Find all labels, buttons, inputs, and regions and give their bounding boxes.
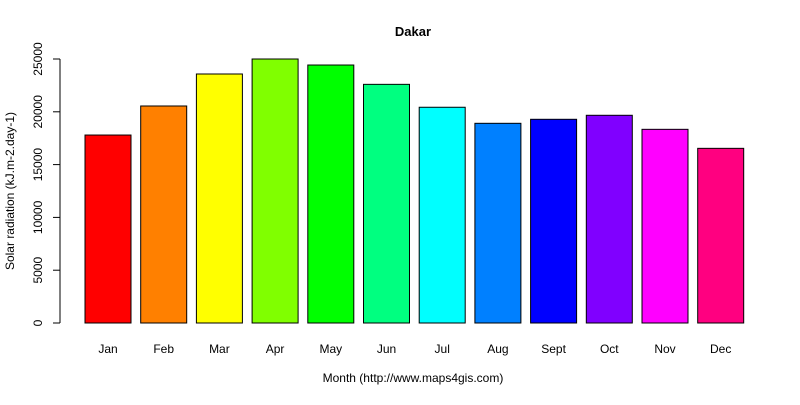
bar-may	[307, 64, 355, 324]
bar-apr	[251, 58, 299, 324]
y-axis: 0 5000 10000 15000 20000 25000	[31, 42, 61, 326]
bar-sept	[530, 118, 578, 324]
x-tick-label: Feb	[153, 342, 174, 356]
x-tick-label: Jun	[377, 342, 396, 356]
y-axis-label: Solar radiation (kJ.m-2.day-1)	[3, 112, 17, 270]
y-tick-label: 5000	[31, 257, 45, 284]
x-tick-label: Sept	[541, 342, 566, 356]
bar-mar	[195, 73, 243, 324]
y-tick-label: 0	[31, 319, 45, 326]
bars	[84, 58, 745, 324]
y-tick-label: 25000	[31, 42, 45, 76]
x-tick-label: Apr	[266, 342, 285, 356]
y-tick-label: 15000	[31, 148, 45, 182]
bar-aug	[474, 122, 522, 324]
x-tick-label: Oct	[600, 342, 619, 356]
x-tick-label: Jan	[98, 342, 117, 356]
bar-oct	[585, 114, 633, 324]
x-tick-label: Nov	[654, 342, 675, 356]
bar-dec	[697, 147, 745, 324]
bar-nov	[641, 128, 689, 324]
x-tick-label: May	[319, 342, 342, 356]
y-tick-label: 10000	[31, 200, 45, 234]
x-axis-label: Month (http://www.maps4gis.com)	[323, 371, 504, 385]
bar-jan	[84, 134, 132, 324]
x-tick-label: Mar	[209, 342, 230, 356]
x-axis-labels: Jan Feb Mar Apr May Jun Jul Aug Sept Oct Nov Dec	[98, 342, 731, 356]
x-tick-label: Aug	[487, 342, 508, 356]
x-tick-label: Dec	[710, 342, 731, 356]
y-tick-label: 20000	[31, 95, 45, 129]
bar-feb	[140, 105, 188, 324]
chart-title: Dakar	[395, 24, 431, 39]
bar-jul	[418, 106, 466, 324]
bar-jun	[363, 83, 410, 324]
x-tick-label: Jul	[435, 342, 450, 356]
